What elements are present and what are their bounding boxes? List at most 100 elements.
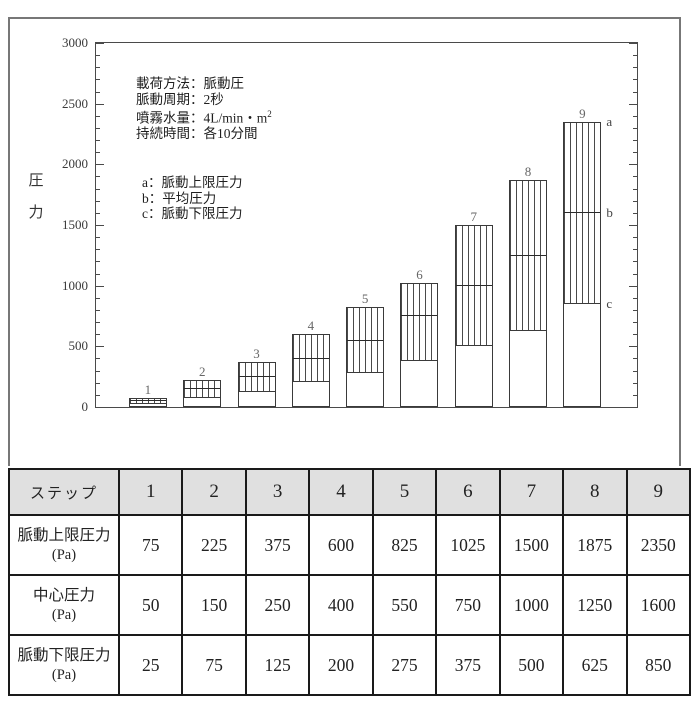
y-tick <box>633 237 637 239</box>
y-tick <box>96 346 104 348</box>
y-tick <box>96 212 100 214</box>
row-label-cell: 脈動上限圧力 (Pa) <box>8 514 120 576</box>
y-tick <box>96 140 100 142</box>
value-cell: 75 <box>181 634 247 696</box>
value-cell: 50 <box>117 574 184 636</box>
bar-center-pressure-line <box>292 357 329 359</box>
y-tick <box>633 370 637 372</box>
bar-center-pressure-line <box>238 376 275 377</box>
y-tick <box>96 55 100 57</box>
y-tick <box>633 382 637 384</box>
value-cell: 625 <box>562 634 628 696</box>
y-tick <box>96 91 100 93</box>
y-axis-title: 圧力 <box>26 169 46 233</box>
y-tick <box>633 261 637 263</box>
row-label: 脈動上限圧力 <box>17 527 111 545</box>
bar-center-pressure-line <box>455 285 492 286</box>
bar-step-9: 9 <box>563 106 602 407</box>
y-tick <box>96 358 100 360</box>
y-tick <box>633 55 637 57</box>
bar-number-label: 8 <box>524 163 532 179</box>
y-tick-label: 500 <box>68 338 89 354</box>
table-header-row: ステップ 1 2 3 4 5 6 7 8 9 <box>8 468 691 516</box>
y-tick <box>633 249 637 251</box>
bar-pulsation-range <box>238 362 275 392</box>
value-cell: 750 <box>435 574 501 636</box>
bar-number-label: 3 <box>253 345 260 361</box>
y-tick <box>633 127 637 129</box>
bar-step-4: 4 <box>291 318 330 407</box>
y-tick <box>96 164 104 166</box>
bar-center-pressure-line <box>129 400 166 402</box>
value-cell: 550 <box>371 574 438 636</box>
y-tick <box>96 285 104 287</box>
y-tick <box>633 200 637 202</box>
y-tick <box>633 322 637 324</box>
header-cell-step: ステップ <box>8 468 120 516</box>
bar-center-pressure-line <box>347 339 384 341</box>
y-tick <box>629 225 637 226</box>
row-label: 中心圧力 <box>32 587 95 605</box>
y-tick-label: 3000 <box>62 35 88 50</box>
value-cell: 1250 <box>562 574 628 636</box>
y-tick <box>629 43 637 44</box>
y-tick <box>96 322 100 324</box>
table-row: 中心圧力 (Pa) 50 150 250 400 550 750 1000 1250 1600 <box>8 574 691 636</box>
bar-step-3: 3 <box>237 346 276 407</box>
y-axis-title-char: 圧 <box>28 173 44 189</box>
y-tick <box>96 43 104 44</box>
header-cell-3: 3 <box>244 468 311 516</box>
row-unit: (Pa) <box>51 546 77 563</box>
y-tick <box>629 346 637 348</box>
y-tick <box>96 249 100 251</box>
superscript: 2 <box>267 109 272 119</box>
value-cell: 1500 <box>498 514 565 576</box>
side-label-b: b <box>606 204 613 220</box>
legend-line: a：脈動上限圧力 <box>142 175 243 190</box>
value-cell: 1875 <box>562 514 628 576</box>
y-tick <box>633 152 637 154</box>
test-conditions-text: 載荷方法：脈動圧 脈動周期：2秒 噴霧水量：4L/min・m2 持続時間：各10分間 <box>136 76 272 142</box>
bar-number-label: 4 <box>307 318 315 334</box>
bar-number-label: 9 <box>579 105 586 121</box>
y-tick <box>96 309 100 311</box>
value-cell: 500 <box>498 634 565 696</box>
y-tick <box>96 334 100 336</box>
bar-center-pressure-line <box>184 388 221 390</box>
y-tick <box>633 273 637 275</box>
value-cell: 825 <box>371 514 438 576</box>
value-cell: 375 <box>244 514 311 576</box>
row-label-cell: 脈動下限圧力 (Pa) <box>8 634 120 696</box>
value-cell: 125 <box>244 634 311 696</box>
value-cell: 375 <box>435 634 501 696</box>
condition-line: 脈動周期：2秒 <box>136 91 224 107</box>
header-cell-5: 5 <box>371 468 438 516</box>
abc-legend: a：脈動上限圧力 b：平均圧力 c：脈動下限圧力 <box>142 175 243 222</box>
y-tick <box>96 394 100 396</box>
header-cell-2: 2 <box>181 468 247 516</box>
legend-line: b：平均圧力 <box>142 190 217 206</box>
value-cell: 250 <box>244 574 311 636</box>
bar-pulsation-range <box>401 283 438 362</box>
condition-line: 載荷方法：脈動圧 <box>136 76 244 91</box>
header-cell-9: 9 <box>625 468 691 516</box>
bar-number-label: 6 <box>416 266 423 282</box>
y-tick <box>629 285 637 287</box>
condition-line: 持続時間：各10分間 <box>136 126 258 141</box>
y-tick-label: 1000 <box>62 277 88 293</box>
row-unit: (Pa) <box>51 606 77 623</box>
y-tick-label: 0 <box>81 399 89 414</box>
y-tick <box>96 297 100 299</box>
y-tick-label: 2000 <box>62 156 88 172</box>
bar-number-label: 2 <box>198 363 206 379</box>
value-cell: 1600 <box>625 574 691 636</box>
y-tick-label: 1500 <box>62 217 88 232</box>
y-tick <box>629 407 637 408</box>
y-tick <box>96 261 100 263</box>
y-tick <box>633 309 637 311</box>
bar-center-pressure-line <box>401 315 438 317</box>
y-tick <box>629 164 637 166</box>
bar-number-label: 5 <box>361 290 369 306</box>
y-tick <box>633 79 637 81</box>
y-tick-label: 2500 <box>62 95 88 111</box>
